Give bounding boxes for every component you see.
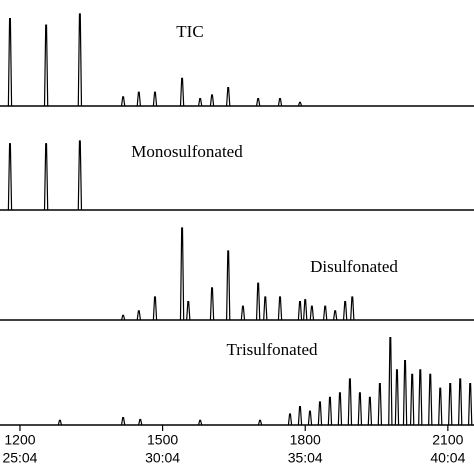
peak (43, 143, 49, 211)
peak (186, 301, 191, 321)
x-tick-label: 1500 (147, 432, 178, 448)
x-tick-time: 30:04 (145, 450, 180, 466)
peak (297, 301, 303, 321)
peak (317, 401, 323, 426)
peak (257, 419, 263, 426)
peak (7, 143, 13, 211)
peak (77, 13, 83, 107)
peak (226, 87, 231, 107)
peak (277, 98, 283, 107)
panel-title: Disulfonated (310, 257, 398, 276)
peak (309, 305, 315, 321)
peak (136, 91, 142, 107)
peak (179, 77, 185, 107)
x-tick-label: 1200 (4, 432, 35, 448)
peak (418, 369, 423, 426)
peak (377, 383, 383, 426)
peak (303, 299, 308, 321)
peak (409, 373, 415, 426)
x-tick-label: 2100 (432, 432, 463, 448)
peak (337, 392, 343, 426)
peak (7, 18, 13, 107)
peak (57, 419, 63, 426)
peak (350, 296, 355, 321)
peak (438, 387, 443, 426)
peak (297, 406, 303, 426)
peak (263, 296, 268, 321)
panel-title: TIC (176, 22, 203, 41)
peak (307, 410, 313, 426)
peak (136, 310, 142, 321)
peak (297, 101, 303, 107)
peak (197, 419, 203, 426)
x-tick-time: 40:04 (430, 450, 465, 466)
peak (327, 396, 333, 426)
peak (448, 383, 453, 426)
panel-title: Monosulfonated (131, 142, 243, 161)
peak (120, 417, 126, 426)
x-tick-time: 25:04 (2, 450, 37, 466)
peak (152, 296, 158, 321)
peak (43, 24, 49, 107)
peak (287, 413, 293, 426)
peak (179, 227, 185, 321)
peak (367, 396, 373, 426)
peak (467, 383, 473, 426)
peak (209, 287, 215, 321)
peak (197, 98, 203, 107)
peak (402, 360, 408, 426)
peak (277, 296, 283, 321)
peak (120, 96, 126, 107)
peak (77, 140, 83, 211)
peak (342, 301, 348, 321)
peak (322, 305, 328, 321)
peak (388, 337, 393, 426)
peak (458, 378, 463, 426)
peak (152, 91, 158, 107)
peak (240, 305, 246, 321)
peak (332, 310, 338, 321)
panel-title: Trisulfonated (227, 340, 318, 359)
peak (394, 369, 400, 426)
x-tick-label: 1800 (290, 432, 321, 448)
peak (209, 94, 215, 107)
peak (347, 378, 353, 426)
x-tick-time: 35:04 (288, 450, 323, 466)
peak (357, 392, 363, 426)
peak (255, 98, 261, 107)
peak (138, 418, 143, 426)
peak (428, 373, 433, 426)
peak (120, 314, 126, 321)
peak (255, 282, 261, 321)
peak (226, 250, 231, 321)
